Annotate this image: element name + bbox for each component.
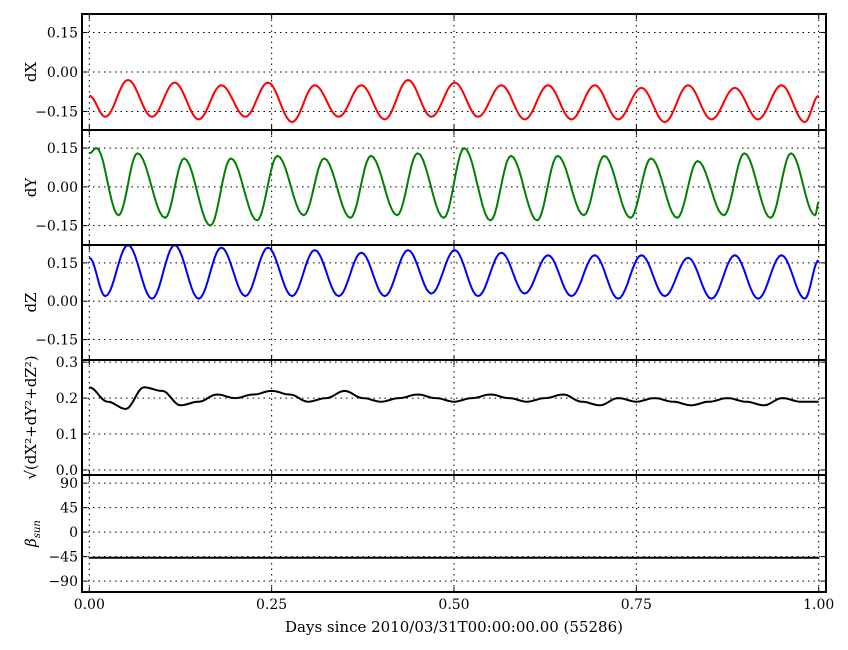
x-axis-label: Days since 2010/03/31T00:00:00.00 (55286… [285,618,623,636]
y-tick-label: −0.15 [35,333,78,349]
subplot-5: 90 45 0 −45 −90 βsun 0.00 0.25 0.50 0.75 1.00 [22,474,834,613]
series-line [88,245,820,300]
subplot-3: 0.15 0.00 −0.15 dZ [22,244,827,361]
y-axis-label: √(dX²+dY²+dZ²) [22,355,40,479]
x-tick-label: 1.00 [803,597,834,613]
y-axis-label: dX [22,62,40,83]
axes-frame [81,474,827,593]
y-tick-label: 0.1 [56,427,78,443]
y-tick-label: 0.15 [47,141,78,157]
y-tick-label: 0.00 [47,294,78,310]
subplot-2: 0.15 0.00 −0.15 dY [22,129,827,246]
subplot-1: 0.15 0.00 −0.15 dX [22,13,827,131]
x-tick-label: 0.25 [256,597,287,613]
y-tick-label: 0.00 [47,65,78,81]
y-tick-label: 0.15 [47,256,78,272]
y-tick-label: 0.3 [56,355,78,371]
y-tick-label: 0.00 [47,180,78,196]
y-tick-label: 90 [60,476,78,492]
y-axis-label: dY [22,177,40,198]
x-tick-label: 0.50 [438,597,469,613]
y-tick-label: 0 [69,525,78,541]
subplot-4: 0.3 0.2 0.1 0.0 √(dX²+dY²+dZ²) [22,355,827,480]
x-tick-label: 0.75 [621,597,652,613]
y-tick-label: −0.15 [35,105,78,121]
y-tick-label: 0.15 [47,25,78,41]
y-tick-label: −45 [48,550,78,566]
series-line [89,386,819,410]
x-tick-label: 0.00 [74,597,105,613]
y-tick-label: 45 [60,501,78,517]
y-axis-label-subscript: sun [32,520,43,538]
y-tick-label: 0.2 [56,391,78,407]
y-tick-label: −0.15 [35,219,78,235]
subplots: 0.150.00−0.15dX0.150.00−0.15dY0.150.00−0… [22,13,834,613]
y-tick-label: 0.0 [56,463,78,479]
y-axis-label: βsun [22,520,43,548]
series-line [89,78,820,124]
y-tick-label: −90 [48,574,78,590]
y-axis-label: dZ [22,292,40,312]
series-line [89,147,820,227]
